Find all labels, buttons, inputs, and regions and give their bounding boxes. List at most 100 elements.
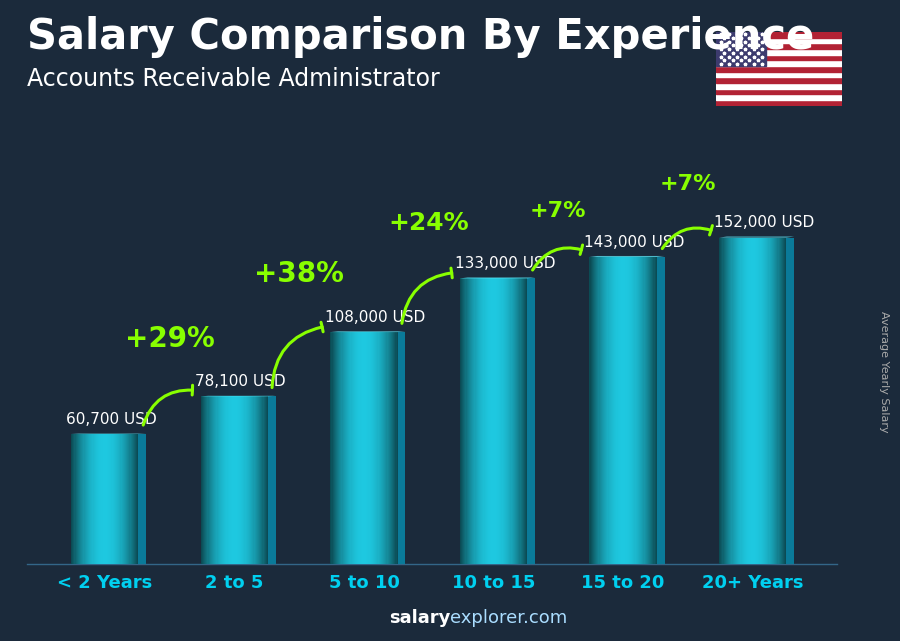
Bar — [227, 396, 228, 564]
Bar — [72, 434, 74, 564]
Bar — [774, 238, 776, 564]
Bar — [621, 257, 622, 564]
Bar — [98, 434, 99, 564]
Bar — [752, 238, 754, 564]
Bar — [650, 257, 652, 564]
Bar — [263, 396, 264, 564]
Bar — [212, 396, 213, 564]
Bar — [759, 238, 760, 564]
Bar — [363, 332, 365, 564]
Bar — [716, 72, 842, 78]
Bar — [513, 278, 514, 564]
Bar — [254, 396, 255, 564]
Bar — [116, 434, 117, 564]
Bar — [730, 238, 732, 564]
Bar — [379, 332, 380, 564]
Bar — [238, 396, 239, 564]
Bar — [209, 396, 210, 564]
Bar — [136, 434, 138, 564]
Bar — [497, 278, 499, 564]
Bar — [94, 434, 96, 564]
Bar — [220, 396, 221, 564]
Bar — [623, 257, 625, 564]
Bar — [365, 332, 366, 564]
Bar — [505, 278, 506, 564]
Bar — [632, 257, 634, 564]
Bar — [716, 60, 842, 66]
Bar — [777, 238, 778, 564]
Bar — [100, 434, 102, 564]
Polygon shape — [268, 396, 275, 564]
Bar — [775, 238, 777, 564]
Bar — [236, 396, 237, 564]
Bar — [636, 257, 638, 564]
Bar — [86, 434, 87, 564]
Bar — [341, 332, 343, 564]
Bar — [629, 257, 630, 564]
Bar — [138, 434, 139, 564]
Bar — [743, 238, 745, 564]
Bar — [386, 332, 388, 564]
Bar — [781, 238, 782, 564]
Bar — [225, 396, 227, 564]
Bar — [84, 434, 85, 564]
Text: 78,100 USD: 78,100 USD — [195, 374, 286, 389]
Text: 133,000 USD: 133,000 USD — [454, 256, 555, 271]
Bar — [716, 49, 842, 54]
Bar — [734, 238, 736, 564]
Bar — [79, 434, 80, 564]
Bar — [259, 396, 260, 564]
Bar — [487, 278, 488, 564]
Bar — [612, 257, 613, 564]
Bar — [389, 332, 390, 564]
Bar — [732, 238, 733, 564]
Bar — [736, 238, 737, 564]
Bar — [350, 332, 352, 564]
Bar — [385, 332, 387, 564]
Bar — [255, 396, 256, 564]
Text: +7%: +7% — [660, 174, 716, 194]
Bar — [745, 238, 746, 564]
Bar — [267, 396, 268, 564]
Bar — [472, 278, 473, 564]
Bar — [611, 257, 612, 564]
Bar — [392, 332, 393, 564]
Bar — [729, 238, 731, 564]
Bar — [493, 278, 495, 564]
Bar — [219, 396, 220, 564]
Bar — [501, 278, 503, 564]
Bar — [627, 257, 629, 564]
Bar — [482, 278, 483, 564]
Bar — [103, 434, 104, 564]
Bar — [381, 332, 382, 564]
Text: +24%: +24% — [389, 211, 469, 235]
Bar — [656, 257, 657, 564]
Bar — [201, 396, 202, 564]
Bar — [353, 332, 354, 564]
Bar — [786, 238, 787, 564]
Bar — [112, 434, 114, 564]
Bar — [215, 396, 217, 564]
Bar — [361, 332, 362, 564]
Bar — [113, 434, 115, 564]
Bar — [336, 332, 338, 564]
Polygon shape — [139, 434, 146, 564]
Bar — [345, 332, 346, 564]
Bar — [357, 332, 358, 564]
Bar — [75, 434, 76, 564]
Bar — [347, 332, 348, 564]
Bar — [382, 332, 383, 564]
Bar — [644, 257, 646, 564]
Bar — [331, 332, 333, 564]
Bar — [465, 278, 467, 564]
Bar — [206, 396, 208, 564]
Bar — [247, 396, 248, 564]
Bar — [594, 257, 595, 564]
Bar — [205, 396, 206, 564]
Bar — [477, 278, 478, 564]
Bar — [462, 278, 464, 564]
Bar — [634, 257, 635, 564]
Bar — [120, 434, 121, 564]
Bar — [82, 434, 84, 564]
Text: salary: salary — [389, 609, 450, 627]
